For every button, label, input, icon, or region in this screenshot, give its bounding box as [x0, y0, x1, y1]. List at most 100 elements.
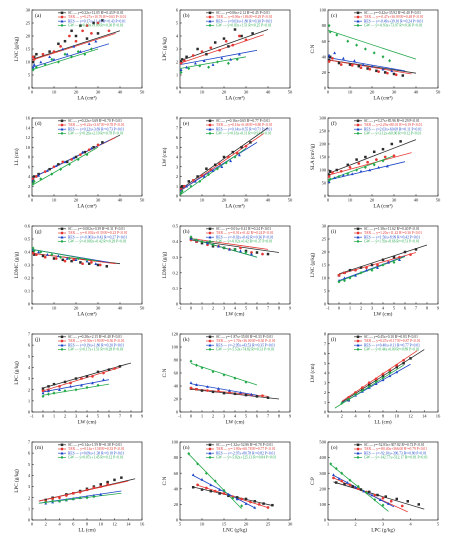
data-point-TAB: [200, 174, 204, 177]
legend-entry: RES — y=0.17x+11.40 R²=0.43 P<0.01: [68, 19, 126, 23]
data-point-SC: [249, 141, 252, 144]
data-point-TAB: [74, 39, 78, 43]
data-point-SC: [57, 42, 60, 46]
y-tick-label: 0.3: [24, 263, 30, 268]
x-tick-label: 4: [354, 414, 357, 419]
x-tick-label: 20: [370, 90, 375, 95]
y-tick-label: 7: [176, 125, 179, 130]
data-point-SC: [227, 494, 230, 498]
data-point-TAB: [54, 257, 58, 260]
x-tick-label: 10: [394, 414, 399, 419]
data-point-SC: [328, 55, 332, 59]
legend-entry: SC — y=-0.002x+0.39 R²=0.31 P<0.01: [68, 227, 125, 231]
y-tick-label: 0.1: [172, 286, 178, 291]
data-point-RES: [185, 184, 189, 188]
data-point-TAB: [58, 385, 61, 388]
data-point-RES: [359, 169, 363, 173]
data-point-TAB: [238, 34, 241, 38]
x-tick-label: 6: [256, 306, 259, 311]
x-tick-label: 40: [118, 198, 123, 203]
data-point-SC: [205, 52, 208, 56]
data-point-SC: [381, 147, 385, 151]
legend-marker: [60, 335, 64, 339]
y-tick-label: 0: [176, 518, 179, 523]
data-point-RES: [72, 156, 76, 160]
legend-entry: RES — y=-92.10x+396.73 R²=0.80 P<0.01: [364, 451, 427, 455]
legend-entry: TAB — y=1.20x+11.42 R²=0.36 P<0.01: [364, 231, 422, 235]
x-axis-label: LA (cm²): [77, 311, 97, 318]
panel-label: (o): [331, 444, 338, 451]
legend-entry: TAB — y=2.29x+80.01 R²=0.19 P<0.01: [364, 123, 422, 127]
data-point-RES: [250, 252, 253, 256]
x-tick-label: 20: [370, 198, 375, 203]
data-point-RES: [345, 481, 349, 484]
y-tick-label: 2: [28, 495, 31, 500]
data-point-TAB: [65, 494, 68, 497]
data-point-SC: [343, 482, 346, 486]
x-tick-label: 16: [436, 414, 441, 419]
data-point-GW: [85, 385, 89, 390]
data-point-TAB: [52, 165, 56, 169]
data-point-SC: [92, 146, 95, 149]
fit-line-TAB: [338, 252, 417, 275]
data-point-RES: [244, 502, 248, 505]
y-tick-label: 200: [319, 486, 327, 491]
data-point-TAB: [359, 66, 363, 70]
x-tick-label: 30: [392, 198, 397, 203]
data-point-SC: [328, 170, 332, 173]
data-point-TAB: [41, 52, 45, 56]
legend-marker: [356, 443, 360, 447]
data-point-TAB: [343, 271, 346, 275]
data-point-SC: [346, 163, 350, 167]
panel-label: (b): [183, 12, 190, 19]
panel-label: (h): [183, 228, 190, 235]
data-point-SC: [52, 257, 56, 260]
fit-line-RES: [31, 43, 110, 68]
legend-entry: TAB — y=-0.01x+0.42 R²=0.24 P<0.01: [216, 231, 274, 235]
data-point-GW: [346, 39, 350, 43]
x-axis-label: LL (cm): [78, 527, 96, 534]
x-tick-label: 0: [327, 198, 330, 203]
legend-marker: [356, 127, 360, 131]
data-point-RES: [226, 492, 230, 496]
x-tick-label: 3: [223, 306, 226, 311]
x-tick-label: 10: [98, 522, 103, 527]
y-tick-label: 0: [324, 518, 327, 523]
x-tick-label: 30: [96, 90, 101, 95]
data-point-SC: [253, 500, 257, 503]
data-point-TAB: [183, 59, 186, 63]
y-tick-label: 8: [28, 155, 31, 160]
x-tick-label: 6: [72, 522, 75, 527]
data-point-GW: [222, 246, 226, 250]
data-point-GW: [207, 65, 211, 69]
legend-entry: GW — y=-5.82x+125.13 R²=0.84 P<0.01: [216, 456, 276, 460]
y-tick-label: 100: [171, 345, 179, 350]
y-tick-label: 500: [319, 440, 327, 445]
data-point-RES: [211, 169, 215, 172]
legend-marker: [60, 239, 64, 244]
data-point-SC: [233, 392, 237, 396]
fit-line-RES: [190, 383, 258, 396]
legend-entry: TAB — y=0.06x+1.86 R²=0.29 P<0.01: [216, 15, 273, 19]
data-point-GW: [348, 276, 352, 280]
x-tick-label: 2: [64, 414, 67, 419]
x-tick-label: 1: [327, 522, 330, 527]
y-axis-label: LDMC (g/g): [13, 252, 20, 279]
x-tick-label: 10: [200, 198, 205, 203]
data-point-SC: [185, 55, 188, 59]
fit-line-TAB: [327, 59, 412, 75]
y-tick-label: 12: [26, 135, 31, 140]
data-point-TAB: [209, 46, 213, 50]
legend-entry: RES — y=1.56x+8.99 R²=0.42 P<0.01: [364, 235, 420, 239]
y-tick-label: 0.2: [172, 270, 178, 275]
y-tick-label: 0: [28, 518, 31, 523]
data-point-RES: [398, 258, 401, 262]
data-point-SC: [32, 253, 36, 256]
x-axis-label: LA (cm²): [77, 203, 97, 210]
legend-marker: [60, 447, 64, 451]
legend-marker: [60, 15, 64, 19]
x-tick-label: 2: [354, 522, 357, 527]
data-point-SC: [205, 167, 208, 170]
data-point-TAB: [209, 168, 213, 172]
